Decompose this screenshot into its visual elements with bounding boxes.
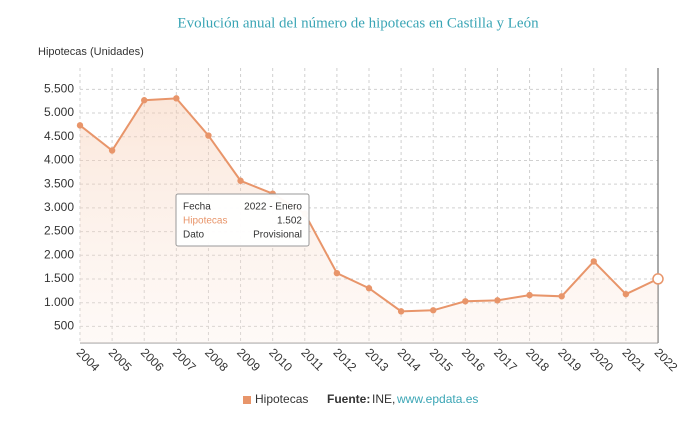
y-tick-label: 2.500 [44,224,74,238]
x-tick-label: 2010 [266,345,295,374]
x-tick-label: 2006 [138,345,167,374]
x-tick-label: 2020 [587,345,616,374]
data-point [365,285,373,292]
x-tick-label: 2017 [491,345,520,374]
data-point [205,132,212,139]
data-point [558,293,565,300]
y-tick-label: 5.000 [44,105,74,119]
tooltip-value: Provisional [253,230,302,241]
y-axis-label: Hipotecas (Unidades) [38,46,144,58]
tooltip-key: Fecha [183,202,211,213]
chart-title: Evolución anual del número de hipotecas … [177,15,539,31]
legend-label: Hipotecas [255,392,308,406]
x-tick-label: 2013 [363,345,392,374]
x-tick-label: 2019 [555,345,584,374]
x-tick-label: 2021 [620,345,649,374]
y-tick-label: 1.500 [44,271,74,285]
y-tick-label: 2.000 [44,247,74,261]
y-tick-label: 4.500 [44,129,74,143]
data-point [526,291,533,299]
y-tick-label: 5.500 [44,82,74,96]
tooltip-key: Dato [183,230,205,241]
x-tick-label: 2007 [170,345,199,374]
source-link[interactable]: www.epdata.es [396,392,478,406]
x-tick-label: 2012 [331,345,360,374]
tooltip-key: Hipotecas [183,216,227,227]
source-label: Fuente: [327,392,370,406]
data-point [141,97,148,104]
legend-swatch [243,396,251,404]
y-tick-label: 1.000 [44,295,74,309]
y-tick-label: 3.500 [44,176,74,190]
data-point [333,269,341,277]
data-point [173,95,180,102]
x-tick-label: 2018 [523,345,552,374]
data-point [237,177,244,184]
data-point [430,307,437,314]
x-tick-label: 2008 [202,345,231,374]
data-point [76,122,84,129]
y-tick-label: 500 [54,319,74,333]
source-name: INE, [372,392,395,406]
data-point [652,273,664,285]
y-tick-label: 3.000 [44,200,74,214]
x-tick-label: 2014 [395,345,424,374]
x-tick-label: 2009 [234,345,263,374]
data-point [622,290,630,298]
tooltip: Fecha 2022 - Enero Hipotecas 1.502 Dato Provi… [175,193,310,247]
y-tick-label: 4.000 [44,153,74,167]
x-tick-label: 2004 [74,345,103,374]
x-tick-label: 2022 [652,345,681,374]
data-point [397,308,405,315]
x-tick-label: 2011 [298,345,326,373]
data-point [590,258,597,265]
x-tick-label: 2015 [427,345,456,374]
tooltip-value: 2022 - Enero [244,202,302,213]
tooltip-value: 1.502 [277,216,302,227]
x-tick-label: 2005 [106,345,135,374]
tooltip-box [175,193,310,247]
data-point [462,298,469,305]
x-tick-label: 2016 [459,345,488,374]
data-point [108,147,116,154]
data-point [494,297,501,304]
